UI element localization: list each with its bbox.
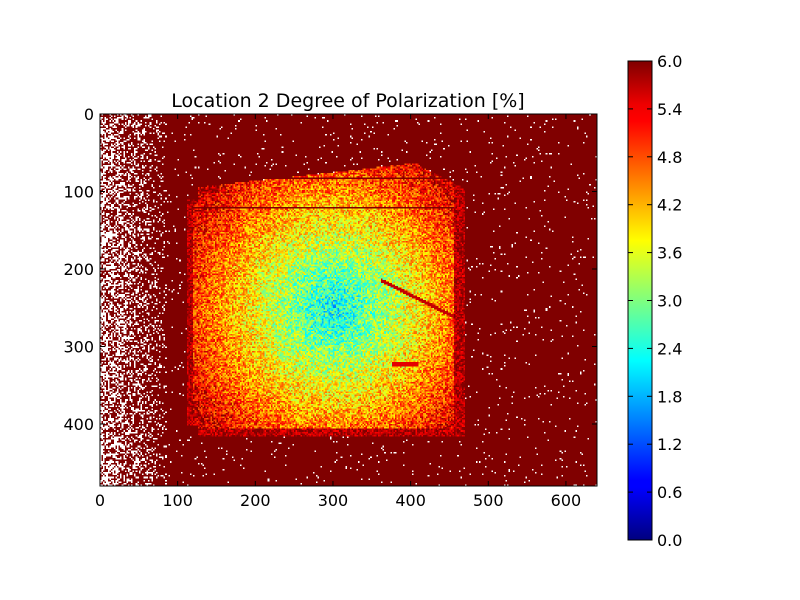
x-tick-label: 200 (240, 491, 271, 510)
colorbar-tick-label: 4.8 (657, 148, 682, 167)
colorbar: 0.0 0.6 1.2 1.8 2.4 3.0 3.6 4.2 4.8 5.4 6.0 (627, 52, 682, 550)
y-tick-label: 0 (84, 105, 94, 124)
y-tick-label: 300 (63, 338, 94, 357)
colorbar-ticks: 0.0 0.6 1.2 1.8 2.4 3.0 3.6 4.2 4.8 5.4 6.0 (628, 52, 682, 550)
y-axis: 0 100 200 300 400 (63, 105, 597, 434)
colorbar-tick-label: 4.2 (657, 196, 682, 215)
colorbar-tick-label: 1.2 (657, 435, 682, 454)
x-tick-label: 400 (395, 491, 426, 510)
colorbar-tick-label: 3.0 (657, 292, 682, 311)
plot-frame (99, 113, 598, 487)
colorbar-tick-label: 1.8 (657, 387, 682, 406)
chart-title: Location 2 Degree of Polarization [%] (171, 90, 524, 112)
colorbar-tick-label: 3.6 (657, 244, 682, 263)
colorbar-tick-label: 0.6 (657, 483, 682, 502)
x-tick-label: 600 (551, 491, 582, 510)
x-tick-label: 500 (473, 491, 504, 510)
x-tick-label: 0 (95, 491, 105, 510)
colorbar-tick-label: 2.4 (657, 339, 682, 358)
x-tick-label: 300 (318, 491, 349, 510)
x-tick-label: 100 (162, 491, 193, 510)
colorbar-tick-label: 6.0 (657, 52, 682, 71)
colorbar-tick-label: 5.4 (657, 100, 682, 119)
x-axis: 0 100 200 300 400 500 600 (95, 114, 581, 510)
heatmap-image (100, 114, 597, 486)
y-tick-label: 100 (63, 183, 94, 202)
y-tick-label: 400 (63, 415, 94, 434)
colorbar-tick-label: 0.0 (657, 531, 682, 550)
y-tick-label: 200 (63, 260, 94, 279)
